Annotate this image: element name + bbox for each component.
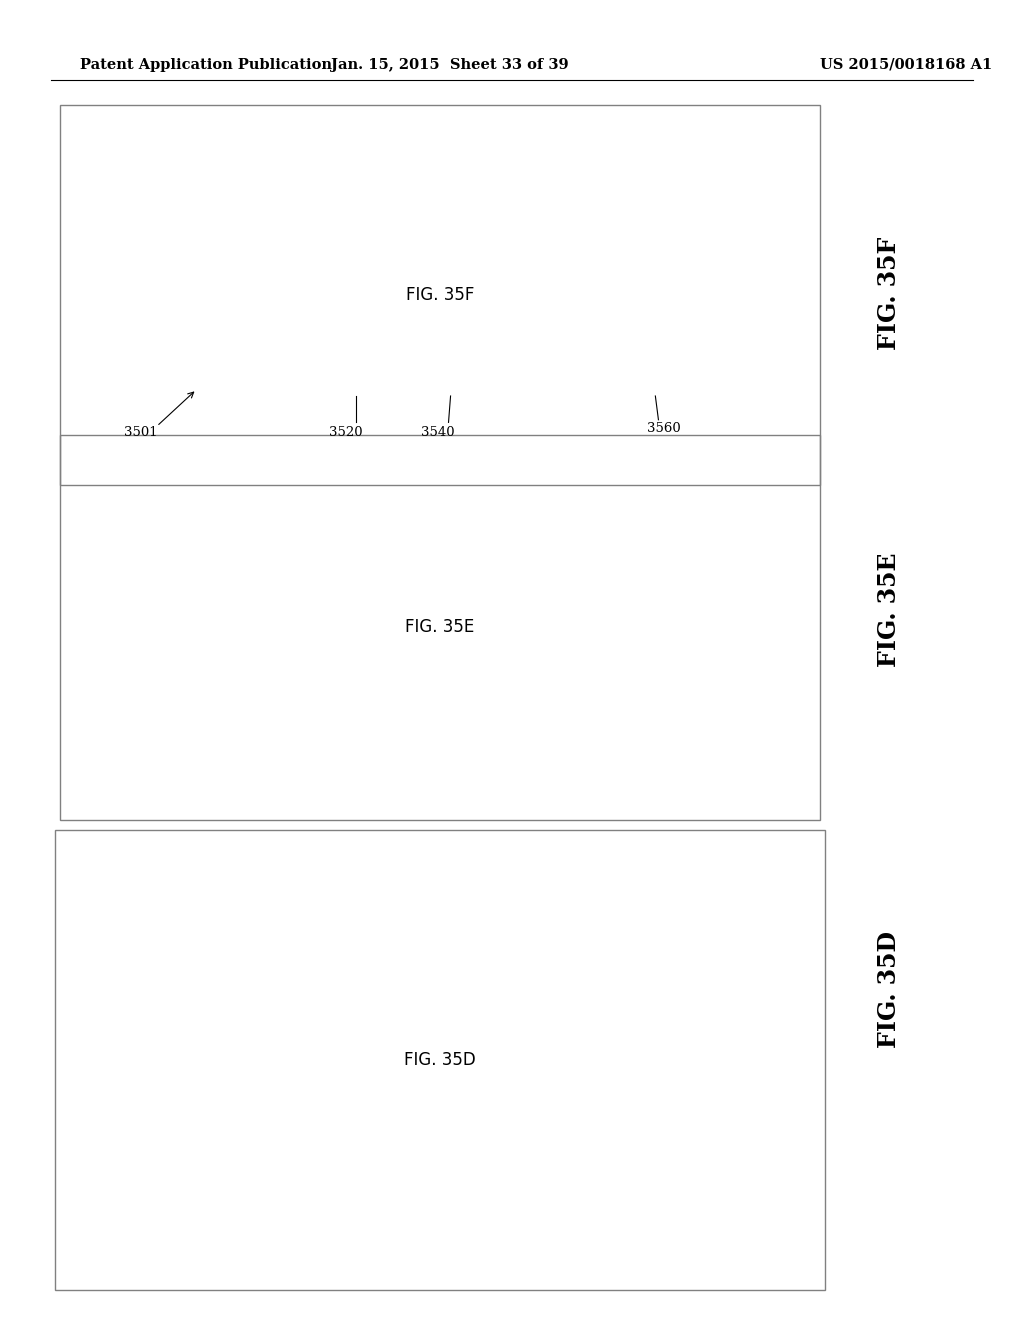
Text: FIG. 35D: FIG. 35D xyxy=(404,1051,476,1069)
Text: FIG. 35E: FIG. 35E xyxy=(877,553,901,667)
Bar xyxy=(55,830,825,1290)
Bar xyxy=(60,436,820,820)
Text: 3540: 3540 xyxy=(422,426,455,440)
Text: FIG. 35F: FIG. 35F xyxy=(406,286,474,304)
Text: Jan. 15, 2015  Sheet 33 of 39: Jan. 15, 2015 Sheet 33 of 39 xyxy=(331,58,568,73)
Text: Patent Application Publication: Patent Application Publication xyxy=(80,58,332,73)
Text: FIG. 35D: FIG. 35D xyxy=(877,932,901,1048)
Bar xyxy=(60,106,820,484)
Text: FIG. 35F: FIG. 35F xyxy=(877,236,901,350)
Text: 3501: 3501 xyxy=(125,426,158,440)
Text: 3560: 3560 xyxy=(647,422,680,436)
Text: FIG. 35E: FIG. 35E xyxy=(406,619,475,636)
Text: 3520: 3520 xyxy=(330,426,362,440)
Text: US 2015/0018168 A1: US 2015/0018168 A1 xyxy=(820,58,992,73)
